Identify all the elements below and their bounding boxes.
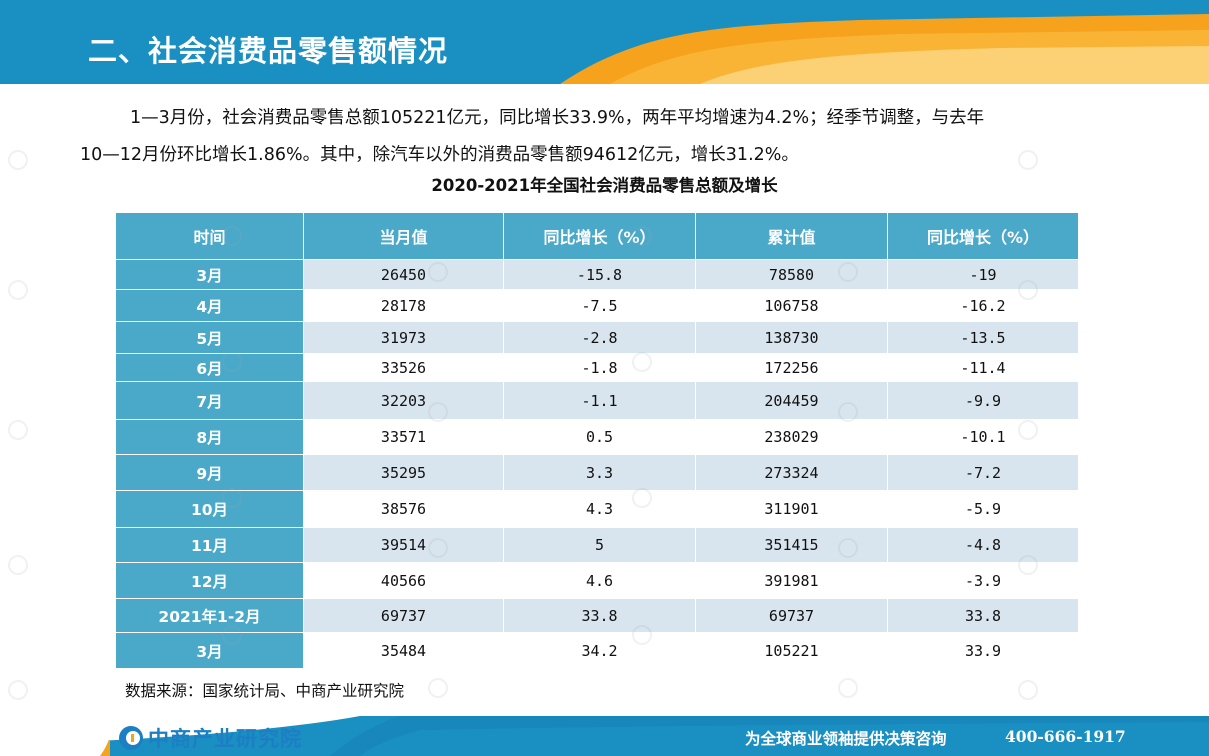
table-row: 8月 33571 0.5 238029 -10.1 xyxy=(115,419,1079,455)
table-row: 4月 28178 -7.5 106758 -16.2 xyxy=(115,289,1079,322)
table-row: 5月 31973 -2.8 138730 -13.5 xyxy=(115,321,1079,354)
cell-cumulative: 351415 xyxy=(695,527,888,563)
cell-cumulative-yoy: -7.2 xyxy=(887,454,1079,491)
cell-cumulative: 273324 xyxy=(695,454,888,491)
logo-text: 中商产业研究院 xyxy=(148,727,302,751)
cell-monthly-yoy: 5 xyxy=(503,527,696,563)
row-period: 5月 xyxy=(115,321,304,354)
cell-cumulative: 69737 xyxy=(695,598,888,633)
cell-monthly-yoy: -7.5 xyxy=(503,289,696,322)
row-period: 7月 xyxy=(115,381,304,420)
logo-c-icon xyxy=(119,726,143,750)
data-source-note: 数据来源：国家统计局、中商产业研究院 xyxy=(125,682,405,700)
table-row: 3月 35484 34.2 105221 33.9 xyxy=(115,632,1079,669)
cell-monthly: 33571 xyxy=(303,419,504,455)
cell-monthly-yoy: -2.8 xyxy=(503,321,696,354)
cell-cumulative: 78580 xyxy=(695,259,888,290)
cell-cumulative-yoy: 33.8 xyxy=(887,598,1079,633)
cell-cumulative-yoy: -13.5 xyxy=(887,321,1079,354)
table-header-row: 时间 当月值 同比增长（%） 累计值 同比增长（%） xyxy=(115,212,1079,260)
cell-monthly: 32203 xyxy=(303,381,504,420)
row-period: 3月 xyxy=(115,259,304,290)
cell-monthly-yoy: -1.1 xyxy=(503,381,696,420)
cell-monthly-yoy: -15.8 xyxy=(503,259,696,290)
table-row: 11月 39514 5 351415 -4.8 xyxy=(115,527,1079,563)
footer-bar xyxy=(0,716,1209,756)
row-period: 12月 xyxy=(115,562,304,599)
table-row: 7月 32203 -1.1 204459 -9.9 xyxy=(115,381,1079,420)
footer-phone: 400-666-1917 xyxy=(1005,727,1126,746)
footer-slogan: 为全球商业领袖提供决策咨询 xyxy=(745,730,947,748)
column-header-cumulative: 累计值 xyxy=(695,212,888,260)
table-row: 9月 35295 3.3 273324 -7.2 xyxy=(115,454,1079,491)
cell-monthly-yoy: 4.6 xyxy=(503,562,696,599)
header-background xyxy=(0,0,1209,84)
cell-monthly: 28178 xyxy=(303,289,504,322)
intro-paragraph: 1—3月份，社会消费品零售总额105221亿元，同比增长33.9%，两年平均增速… xyxy=(80,100,1140,174)
cell-cumulative: 204459 xyxy=(695,381,888,420)
cell-monthly: 35484 xyxy=(303,632,504,669)
cell-monthly: 33526 xyxy=(303,353,504,382)
table-title: 2020-2021年全国社会消费品零售总额及增长 xyxy=(431,176,778,195)
cell-monthly: 31973 xyxy=(303,321,504,354)
cell-monthly: 35295 xyxy=(303,454,504,491)
cell-monthly-yoy: -1.8 xyxy=(503,353,696,382)
cell-monthly: 69737 xyxy=(303,598,504,633)
cell-cumulative-yoy: 33.9 xyxy=(887,632,1079,669)
row-period: 2021年1-2月 xyxy=(115,598,304,633)
cell-cumulative: 391981 xyxy=(695,562,888,599)
cell-cumulative: 105221 xyxy=(695,632,888,669)
column-header-monthly-yoy: 同比增长（%） xyxy=(503,212,696,260)
intro-line-2: 10—12月份环比增长1.86%。其中，除汽车以外的消费品零售额94612亿元，… xyxy=(80,145,799,165)
table-row: 3月 26450 -15.8 78580 -19 xyxy=(115,259,1079,290)
footer-logo: 中商产业研究院 xyxy=(118,723,302,753)
footer-background xyxy=(0,716,1209,756)
cell-cumulative-yoy: -9.9 xyxy=(887,381,1079,420)
row-period: 10月 xyxy=(115,490,304,528)
cell-cumulative-yoy: -3.9 xyxy=(887,562,1079,599)
cell-cumulative: 311901 xyxy=(695,490,888,528)
intro-line-1: 1—3月份，社会消费品零售总额105221亿元，同比增长33.9%，两年平均增速… xyxy=(130,108,985,128)
row-period: 4月 xyxy=(115,289,304,322)
cell-cumulative-yoy: -5.9 xyxy=(887,490,1079,528)
table-row: 10月 38576 4.3 311901 -5.9 xyxy=(115,490,1079,528)
cell-cumulative-yoy: -19 xyxy=(887,259,1079,290)
table-row: 6月 33526 -1.8 172256 -11.4 xyxy=(115,353,1079,382)
cell-monthly-yoy: 4.3 xyxy=(503,490,696,528)
page-title: 二、社会消费品零售额情况 xyxy=(88,34,449,68)
cell-monthly-yoy: 3.3 xyxy=(503,454,696,491)
retail-sales-table: 时间 当月值 同比增长（%） 累计值 同比增长（%） 3月 26450 -15.… xyxy=(115,212,1079,669)
cell-cumulative-yoy: -10.1 xyxy=(887,419,1079,455)
cell-monthly-yoy: 33.8 xyxy=(503,598,696,633)
table-row: 2021年1-2月 69737 33.8 69737 33.8 xyxy=(115,598,1079,633)
table-row: 12月 40566 4.6 391981 -3.9 xyxy=(115,562,1079,599)
row-period: 9月 xyxy=(115,454,304,491)
row-period: 6月 xyxy=(115,353,304,382)
column-header-period: 时间 xyxy=(115,212,304,260)
cell-monthly-yoy: 0.5 xyxy=(503,419,696,455)
cell-cumulative-yoy: -16.2 xyxy=(887,289,1079,322)
row-period: 11月 xyxy=(115,527,304,563)
header-banner: 二、社会消费品零售额情况 xyxy=(0,0,1209,84)
row-period: 3月 xyxy=(115,632,304,669)
cell-cumulative: 138730 xyxy=(695,321,888,354)
cell-cumulative-yoy: -4.8 xyxy=(887,527,1079,563)
cell-monthly: 38576 xyxy=(303,490,504,528)
row-period: 8月 xyxy=(115,419,304,455)
cell-cumulative: 172256 xyxy=(695,353,888,382)
cell-monthly: 26450 xyxy=(303,259,504,290)
cell-monthly: 40566 xyxy=(303,562,504,599)
cell-cumulative: 106758 xyxy=(695,289,888,322)
cell-cumulative-yoy: -11.4 xyxy=(887,353,1079,382)
column-header-monthly: 当月值 xyxy=(303,212,504,260)
cell-cumulative: 238029 xyxy=(695,419,888,455)
cell-monthly-yoy: 34.2 xyxy=(503,632,696,669)
column-header-cumulative-yoy: 同比增长（%） xyxy=(887,212,1079,260)
cell-monthly: 39514 xyxy=(303,527,504,563)
